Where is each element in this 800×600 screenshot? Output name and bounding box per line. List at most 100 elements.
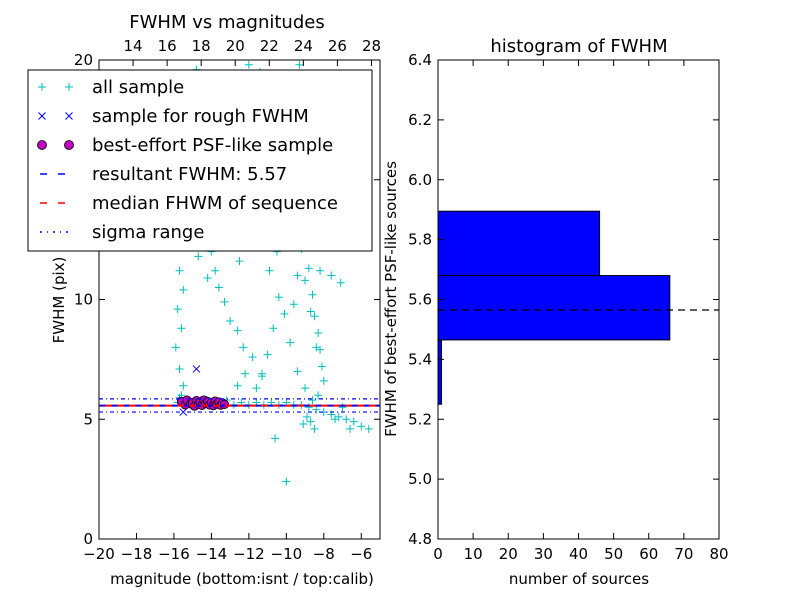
all-sample-point <box>235 257 244 266</box>
y-tick-label: 5.6 <box>408 291 432 309</box>
all-sample-point <box>317 362 326 371</box>
y-tick-label: 6.0 <box>408 171 432 189</box>
top-x-tick-label: 20 <box>226 37 245 55</box>
all-sample-point <box>241 369 250 378</box>
x-tick-label: 80 <box>709 545 728 563</box>
all-sample-point <box>308 290 317 299</box>
x-tick-label: 70 <box>674 545 693 563</box>
top-x-tick-label: 28 <box>362 37 381 55</box>
all-sample-point <box>274 293 283 302</box>
all-sample-point <box>327 271 336 280</box>
scatter-x-axis-label: magnitude (bottom:isnt / top:calib) <box>110 570 374 588</box>
x-tick-label: −16 <box>158 545 190 563</box>
all-sample-point <box>257 372 266 381</box>
all-sample-point <box>316 266 325 275</box>
psf-like-point <box>219 399 230 410</box>
all-sample-point <box>349 417 358 426</box>
legend-marker <box>37 140 47 150</box>
x-tick-label: −8 <box>313 545 335 563</box>
all-sample-point <box>203 273 212 282</box>
all-sample-point <box>312 405 321 414</box>
top-x-tick-label: 14 <box>124 37 143 55</box>
all-sample-point <box>211 266 220 275</box>
legend-item: all sample <box>38 77 184 98</box>
histogram-bar <box>437 210 601 277</box>
all-sample-point <box>306 417 315 426</box>
histogram-panel: 0 10 20 30 40 50 60 70 80 4.8 5.0 5.2 5.4 5.6 5.8 6.0 6.… <box>382 36 729 588</box>
histogram-ticks: 0 10 20 30 40 50 60 70 80 4.8 5.0 5.2 5.4 5.6 5.8 6.0 6.… <box>408 51 728 563</box>
y-tick-label: 20 <box>74 51 93 69</box>
all-sample-point <box>293 367 302 376</box>
x-tick-label: −20 <box>83 545 115 563</box>
top-x-tick-label: 22 <box>260 37 279 55</box>
histogram-y-axis-label: FWHM of best-effort PSF-like sources <box>382 161 400 437</box>
all-sample-point <box>226 317 235 326</box>
all-sample-point <box>314 391 323 400</box>
all-sample-point <box>282 477 291 486</box>
y-tick-label: 6.2 <box>408 111 432 129</box>
all-sample-point <box>304 264 313 273</box>
x-tick-label: −10 <box>271 545 303 563</box>
y-tick-label: 10 <box>74 291 93 309</box>
scatter-panel: −20−18−16−14−12−10−8−6051015201416182022… <box>27 12 381 588</box>
all-sample-point <box>331 415 340 424</box>
all-sample-point <box>310 312 319 321</box>
histogram-bar <box>437 275 671 341</box>
top-x-tick-label: 26 <box>328 37 347 55</box>
all-sample-point <box>301 276 310 285</box>
top-x-tick-label: 16 <box>158 37 177 55</box>
all-sample-point <box>239 343 248 352</box>
legend-label: sample for rough FWHM <box>92 106 309 127</box>
y-tick-label: 0 <box>83 530 93 548</box>
all-sample-point <box>194 252 203 261</box>
legend-label: resultant FWHM: 5.57 <box>92 164 287 185</box>
all-sample-point <box>248 352 257 361</box>
x-tick-label: 30 <box>534 545 553 563</box>
all-sample-point <box>179 285 188 294</box>
all-sample-point <box>263 350 272 359</box>
y-tick-label: 5 <box>83 410 93 428</box>
histogram-bar <box>437 339 443 405</box>
x-tick-label: 40 <box>569 545 588 563</box>
x-tick-label: −14 <box>196 545 228 563</box>
all-sample-point <box>295 60 304 69</box>
all-sample-point <box>233 326 242 335</box>
y-tick-label: 5.0 <box>408 470 432 488</box>
y-tick-label: 5.2 <box>408 410 432 428</box>
legend-marker <box>65 83 73 91</box>
all-sample-point <box>308 396 317 405</box>
all-sample-point <box>302 412 311 421</box>
rough-fwhm-point <box>192 365 201 373</box>
legend-item: resultant FWHM: 5.57 <box>40 164 287 185</box>
all-sample-point <box>175 364 184 373</box>
legend-item: best-effort PSF-like sample <box>37 135 333 156</box>
all-sample-point <box>312 343 321 352</box>
all-sample-point <box>265 266 274 275</box>
all-sample-point <box>220 297 229 306</box>
legend-label: all sample <box>92 77 184 98</box>
x-tick-label: 60 <box>639 545 658 563</box>
all-sample-point <box>286 338 295 347</box>
all-sample-point <box>293 271 302 280</box>
x-tick-label: −18 <box>121 545 153 563</box>
y-tick-label: 5.8 <box>408 231 432 249</box>
legend-label: sigma range <box>92 222 204 243</box>
all-sample-point <box>364 424 373 433</box>
y-tick-label: 5.4 <box>408 350 432 368</box>
all-sample-point <box>336 278 345 287</box>
scatter-y-axis-label: FWHM (pix) <box>50 257 68 344</box>
all-sample-point <box>319 376 328 385</box>
legend-items: all sample sample for rough FWHM best-effo… <box>37 77 338 243</box>
legend-box <box>27 69 373 252</box>
x-tick-label: −6 <box>350 545 372 563</box>
legend-label: best-effort PSF-like sample <box>92 135 333 156</box>
all-sample-point <box>179 381 188 390</box>
y-tick-label: 4.8 <box>408 530 432 548</box>
y-tick-label: 6.4 <box>408 51 432 69</box>
x-tick-label: 20 <box>499 545 518 563</box>
all-sample-point <box>314 329 323 338</box>
x-tick-label: 0 <box>433 545 443 563</box>
legend-item: median FHWM of sequence <box>40 193 338 214</box>
x-tick-label: 10 <box>464 545 483 563</box>
